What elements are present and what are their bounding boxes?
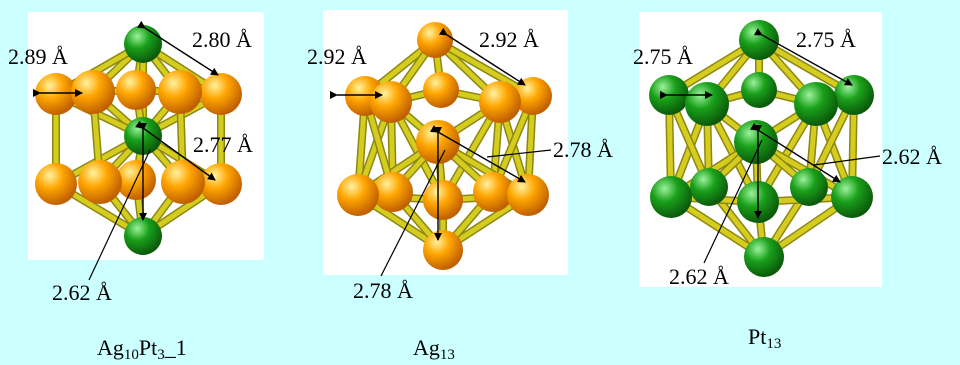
label-ag13-distance-3: 2.78 Å — [553, 137, 613, 162]
label-pt13-distance-2: 2.75 Å — [796, 27, 856, 52]
label-pt13-distance-1: 2.75 Å — [633, 44, 693, 69]
label-ag13-distance-2: 2.92 Å — [479, 27, 539, 52]
caption-pt13: Pt13 — [748, 324, 782, 352]
label-pt13-distance-4: 2.62 Å — [669, 264, 729, 289]
caption-ag10pt3: Ag10Pt3_1 — [97, 335, 187, 363]
label-ag10pt3-distance-3: 2.77 Å — [193, 132, 253, 157]
label-ag10pt3-distance-1: 2.89 Å — [8, 44, 68, 69]
caption-ag13: Ag13 — [413, 335, 455, 363]
label-ag13-distance-1: 2.92 Å — [307, 44, 367, 69]
label-pt13-distance-3: 2.62 Å — [882, 144, 942, 169]
label-ag13-distance-4: 2.78 Å — [353, 278, 413, 303]
label-ag10pt3-distance-2: 2.80 Å — [192, 27, 252, 52]
label-ag10pt3-distance-4: 2.62 Å — [52, 280, 112, 305]
